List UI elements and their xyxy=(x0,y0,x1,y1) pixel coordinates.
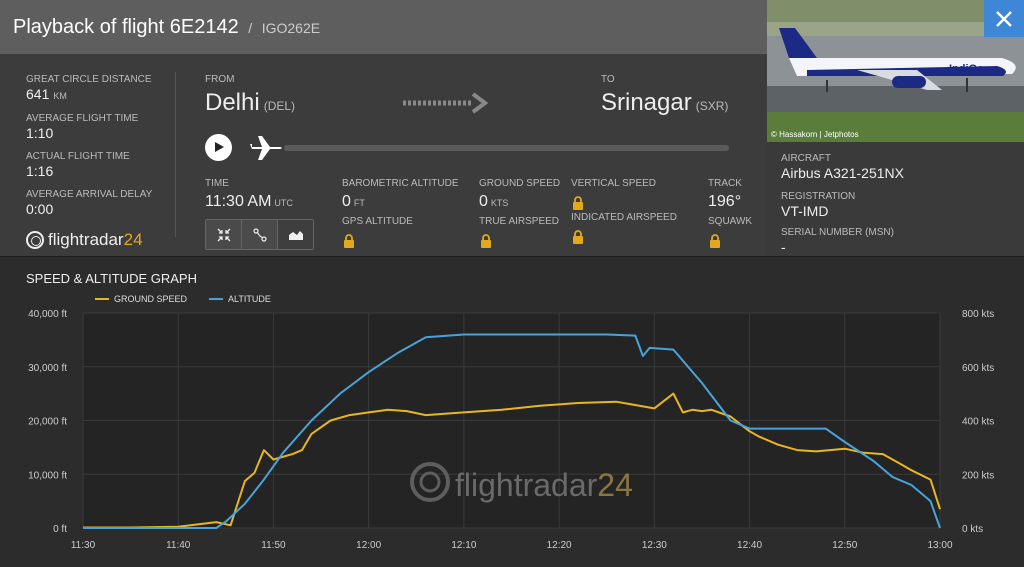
serial-number-label: SERIAL NUMBER (MSN) xyxy=(781,227,894,238)
close-icon xyxy=(996,10,1012,27)
average-arrival-delay-value: 0:00 xyxy=(26,201,54,217)
y-left-tick-label: 10,000 ft xyxy=(28,470,67,481)
indicated-airspeed-label: INDICATED AIRSPEED xyxy=(571,212,677,223)
great-circle-distance-value: 641 KM xyxy=(26,86,67,102)
aircraft-details-panel: AIRCRAFT Airbus A321-251NX REGISTRATION … xyxy=(767,142,1024,256)
close-button[interactable] xyxy=(984,0,1024,37)
track-value: 196° xyxy=(708,193,742,210)
x-tick-label: 12:40 xyxy=(737,540,762,551)
collapse-icon xyxy=(217,228,230,241)
y-right-tick-label: 0 kts xyxy=(962,524,983,535)
header-bar: Playback of flight 6E2142 / IGO262E xyxy=(0,0,767,54)
x-tick-label: 13:00 xyxy=(927,540,952,551)
route-arrow-icon xyxy=(403,92,489,114)
lock-icon xyxy=(573,196,583,210)
y-right-tick-label: 800 kts xyxy=(962,309,994,320)
altitude-series-line[interactable] xyxy=(83,333,941,529)
x-tick-label: 12:50 xyxy=(832,540,857,551)
lock-icon xyxy=(344,234,354,248)
plane-icon[interactable] xyxy=(250,134,284,162)
gps-altitude-label: GPS ALTITUDE xyxy=(342,216,413,227)
aircraft-type: Airbus A321-251NX xyxy=(781,165,904,181)
barometric-altitude-value: 0 FT xyxy=(342,193,365,210)
ground-speed-swatch xyxy=(95,298,109,300)
y-right-tick-label: 400 kts xyxy=(962,417,994,428)
logo-text: flightradar xyxy=(48,230,124,249)
play-button[interactable] xyxy=(205,134,232,161)
ground-speed-series-line[interactable] xyxy=(83,392,941,529)
squawk-label: SQUAWK xyxy=(708,216,753,227)
registration-value: VT-IMD xyxy=(781,203,829,219)
y-left-tick-label: 0 ft xyxy=(53,524,67,535)
serial-number-value: - xyxy=(781,239,786,255)
aircraft-photo[interactable]: IndiGo xyxy=(767,0,1024,142)
callsign: IGO262E xyxy=(261,20,321,36)
registration-label: REGISTRATION xyxy=(781,191,856,202)
lock-icon xyxy=(481,234,491,248)
aircraft-label: AIRCRAFT xyxy=(781,153,831,164)
destination-city: Srinagar (SXR) xyxy=(601,89,729,116)
y-left-tick-label: 20,000 ft xyxy=(28,417,67,428)
barometric-altitude-label: BAROMETRIC ALTITUDE xyxy=(342,178,459,189)
divider xyxy=(175,72,176,237)
x-tick-label: 12:30 xyxy=(642,540,667,551)
speed-altitude-chart[interactable]: flightradar24 11:30 11:40 11:50 12:00 12:10 1… xyxy=(0,256,1024,567)
center-view-button[interactable] xyxy=(206,220,242,249)
page-title: Playback of flight 6E2142 / IGO262E xyxy=(13,16,320,39)
x-tick-label: 11:30 xyxy=(71,540,96,551)
title-text: Playback of flight 6E2142 xyxy=(13,16,239,38)
aircraft-photo-image: IndiGo xyxy=(767,0,1024,142)
y-left-tick-label: 40,000 ft xyxy=(28,309,67,320)
y-right-tick-label: 200 kts xyxy=(962,470,994,481)
x-tick-label: 11:50 xyxy=(261,540,286,551)
actual-flight-time-label: Actual flight time xyxy=(26,151,130,162)
x-tick-label: 11:40 xyxy=(166,540,191,551)
graph-title: SPEED & ALTITUDE GRAPH xyxy=(26,271,197,286)
x-tick-label: 12:00 xyxy=(356,540,381,551)
area-chart-icon xyxy=(288,230,303,240)
legend-ground-speed[interactable]: GROUND SPEED xyxy=(95,294,187,304)
watermark-text: flightradar24 xyxy=(455,467,633,503)
lock-icon xyxy=(573,230,583,244)
x-tick-label: 12:10 xyxy=(451,540,476,551)
time-value: 11:30 AM UTC xyxy=(205,193,293,210)
y-left-tick-label: 30,000 ft xyxy=(28,363,67,374)
average-flight-time-label: Average flight time xyxy=(26,113,139,124)
legend-altitude[interactable]: ALTITUDE xyxy=(209,294,271,304)
view-toggle xyxy=(205,219,314,250)
average-flight-time-value: 1:10 xyxy=(26,125,54,141)
photo-credit[interactable]: © Hassakorn | Jetphotos xyxy=(771,130,859,139)
origin-city: Delhi (DEL) xyxy=(205,89,296,116)
to-label: TO xyxy=(601,74,615,85)
route-view-button[interactable] xyxy=(242,220,278,249)
playback-timeline[interactable] xyxy=(284,145,729,151)
flight-info-panel: Great circle distance 641 KM Average flig… xyxy=(0,54,767,256)
track-label: TRACK xyxy=(708,178,742,189)
ground-speed-label: GROUND SPEED xyxy=(479,178,561,189)
title-separator: / xyxy=(248,20,253,36)
watermark-radar-icon xyxy=(410,462,450,502)
route-icon xyxy=(252,227,267,242)
graph-view-button[interactable] xyxy=(278,220,313,249)
average-arrival-delay-label: Average arrival delay xyxy=(26,189,153,200)
from-label: FROM xyxy=(205,74,235,85)
great-circle-distance-label: Great circle distance xyxy=(26,74,152,85)
x-tick-label: 12:20 xyxy=(547,540,572,551)
logo-number: 24 xyxy=(123,230,143,249)
vertical-speed-label: VERTICAL SPEED xyxy=(571,178,657,189)
actual-flight-time-value: 1:16 xyxy=(26,163,54,179)
ground-speed-value: 0 KTS xyxy=(479,193,509,210)
altitude-swatch xyxy=(209,298,223,300)
true-airspeed-label: TRUE AIRSPEED xyxy=(479,216,560,227)
livery-text: IndiGo xyxy=(949,63,984,75)
watermark-radar-inner xyxy=(419,471,441,493)
lock-icon xyxy=(710,234,720,248)
y-right-tick-label: 600 kts xyxy=(962,363,994,374)
time-label: TIME xyxy=(205,178,229,189)
radar-icon xyxy=(26,231,44,249)
flightradar24-logo[interactable]: flightradar24 xyxy=(26,230,143,250)
